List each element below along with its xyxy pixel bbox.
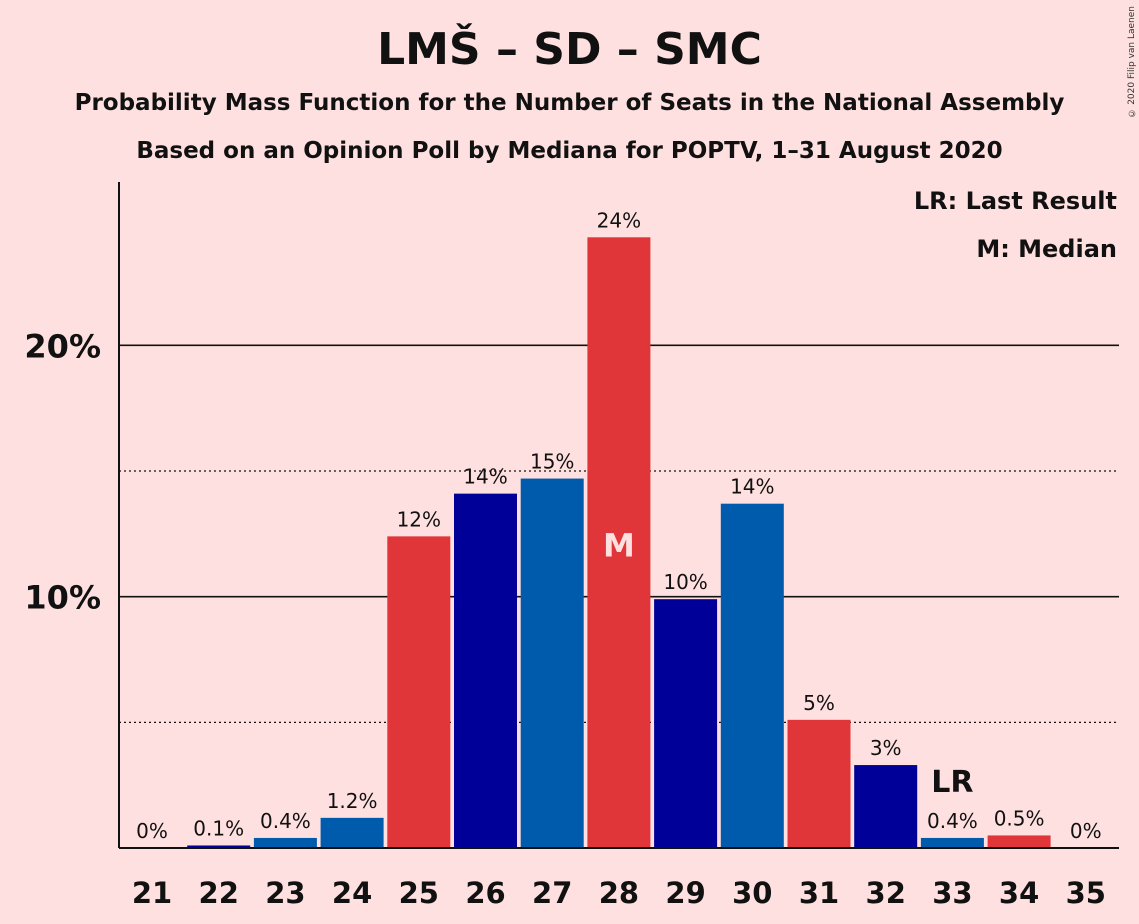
bar-seat-25 xyxy=(387,536,451,848)
bar-seat-33 xyxy=(920,837,984,848)
bar-seat-23 xyxy=(253,837,317,848)
x-tick-label: 34 xyxy=(999,876,1039,910)
value-label: 14% xyxy=(730,475,774,499)
value-label: 0.5% xyxy=(994,806,1045,830)
y-tick-label: 20% xyxy=(24,327,101,365)
bar-seat-28 xyxy=(587,237,651,848)
chart-subtitle-source: Based on an Opinion Poll by Mediana for … xyxy=(136,138,1003,164)
bar-seat-22 xyxy=(187,845,251,848)
median-marker: M xyxy=(603,526,635,564)
chart-subtitle: Probability Mass Function for the Number… xyxy=(74,90,1065,116)
bars xyxy=(187,237,1051,848)
value-label: 10% xyxy=(663,570,707,594)
x-tick-label: 21 xyxy=(132,876,172,910)
x-tick-label: 27 xyxy=(532,876,572,910)
value-label: 5% xyxy=(803,691,835,715)
value-label: 24% xyxy=(597,208,641,232)
bar-seat-24 xyxy=(320,817,384,848)
x-tick-label: 30 xyxy=(732,876,772,910)
bar-seat-26 xyxy=(454,493,517,848)
legend-median: M: Median xyxy=(976,235,1117,263)
x-tick-label: 29 xyxy=(665,876,705,910)
value-label: 0.4% xyxy=(927,809,978,833)
x-tick-label: 33 xyxy=(932,876,972,910)
y-tick-label: 10% xyxy=(24,579,101,617)
value-label: 0% xyxy=(1070,819,1102,843)
bar-seat-30 xyxy=(720,503,784,848)
value-label: 0.1% xyxy=(193,816,244,840)
value-label: 0.4% xyxy=(260,809,311,833)
labels: 0% 21 0.1% 22 0.4% 23 1.2% 24 12% 25 14% 26 15% 27 24%… xyxy=(132,208,1106,910)
value-label: 15% xyxy=(530,450,574,474)
value-label: 1.2% xyxy=(327,789,378,813)
x-tick-label: 23 xyxy=(265,876,305,910)
last-result-marker: LR xyxy=(931,765,973,800)
axes: 10% 20% xyxy=(24,182,1119,849)
bar-seat-31 xyxy=(787,719,851,848)
bar-seat-27 xyxy=(520,478,584,848)
value-label: 14% xyxy=(463,465,507,489)
value-label: 12% xyxy=(397,507,441,531)
bar-seat-29 xyxy=(654,599,718,848)
x-tick-label: 35 xyxy=(1066,876,1106,910)
legend-last-result: LR: Last Result xyxy=(914,187,1117,215)
x-tick-label: 31 xyxy=(799,876,839,910)
bar-seat-32 xyxy=(854,765,918,848)
chart-title: LMŠ – SD – SMC xyxy=(377,24,762,75)
x-tick-label: 32 xyxy=(866,876,906,910)
x-tick-label: 22 xyxy=(199,876,239,910)
value-label: 3% xyxy=(870,736,902,760)
bar-seat-34 xyxy=(987,835,1051,848)
x-tick-label: 28 xyxy=(599,876,639,910)
value-label: 0% xyxy=(136,819,168,843)
x-tick-label: 25 xyxy=(399,876,439,910)
x-tick-label: 26 xyxy=(465,876,505,910)
x-tick-label: 24 xyxy=(332,876,372,910)
